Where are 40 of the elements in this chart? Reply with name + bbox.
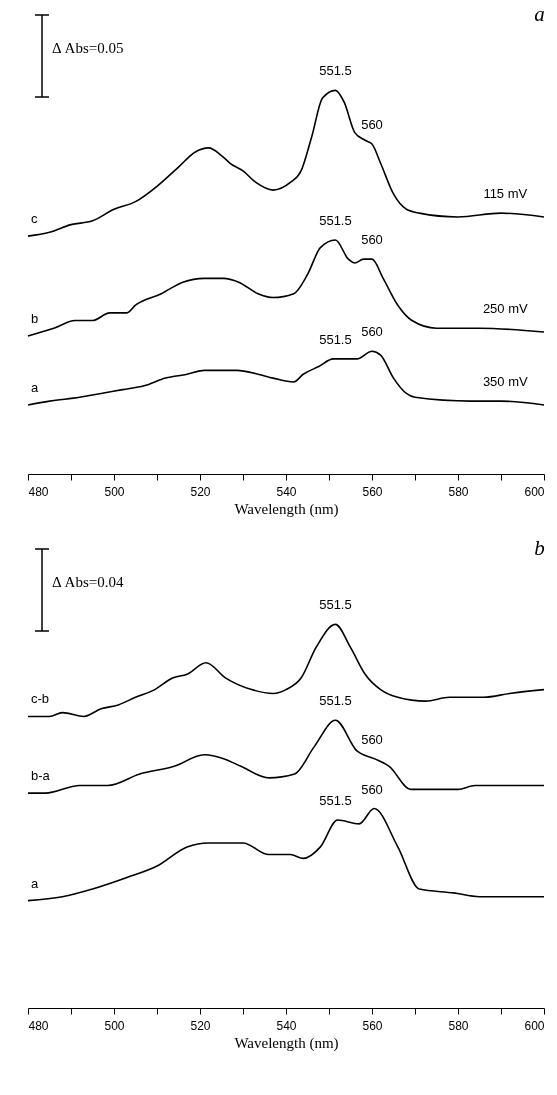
series-label: b: [31, 310, 39, 326]
x-tick-label: 480: [28, 1018, 49, 1033]
annotation: 560: [361, 324, 383, 340]
annotation: 551.5: [319, 331, 352, 347]
annotation: 250 mV: [482, 301, 529, 317]
x-tick-label: 500: [104, 1018, 125, 1033]
x-tick-label: 560: [362, 1018, 383, 1033]
x-tick-label: 580: [448, 484, 469, 499]
annotation: 560: [361, 117, 383, 133]
x-tick-label: 520: [190, 484, 211, 499]
x-tick-label: 540: [276, 484, 297, 499]
annotation: 560: [361, 781, 383, 797]
series-label: b-a: [31, 768, 51, 784]
annotation: 551.5: [319, 212, 352, 228]
x-tick-label: 500: [104, 484, 125, 499]
x-tick-label: 580: [448, 1018, 469, 1033]
annotation: 551.5: [319, 597, 352, 613]
x-axis-title: Wavelength (nm): [234, 500, 339, 518]
chart-title: b: [534, 536, 545, 560]
text: Δ Abs=0.04: [52, 574, 124, 591]
x-tick-label: 540: [276, 1018, 297, 1033]
x-tick-label: 600: [524, 1018, 545, 1033]
x-tick-label: 560: [362, 484, 383, 499]
x-axis-title: Wavelength (nm): [234, 1034, 339, 1052]
text: Δ Abs=0.05: [52, 40, 124, 57]
annotation: 115 mV: [483, 186, 528, 202]
annotation: 551.5: [319, 693, 352, 709]
series-label: c-b: [31, 691, 50, 707]
annotation: 560: [361, 232, 383, 248]
x-tick-label: 520: [190, 1018, 211, 1033]
chart-title: a: [534, 2, 545, 26]
annotation: 551.5: [319, 793, 352, 809]
annotation: 551.5: [319, 63, 352, 79]
annotation: 560: [361, 731, 383, 747]
series-label: a: [31, 875, 39, 891]
series-label: c: [31, 211, 38, 227]
x-tick-label: 480: [28, 484, 49, 499]
annotation: 350 mV: [482, 374, 529, 390]
series-label: a: [31, 379, 39, 395]
x-tick-label: 600: [524, 484, 545, 499]
